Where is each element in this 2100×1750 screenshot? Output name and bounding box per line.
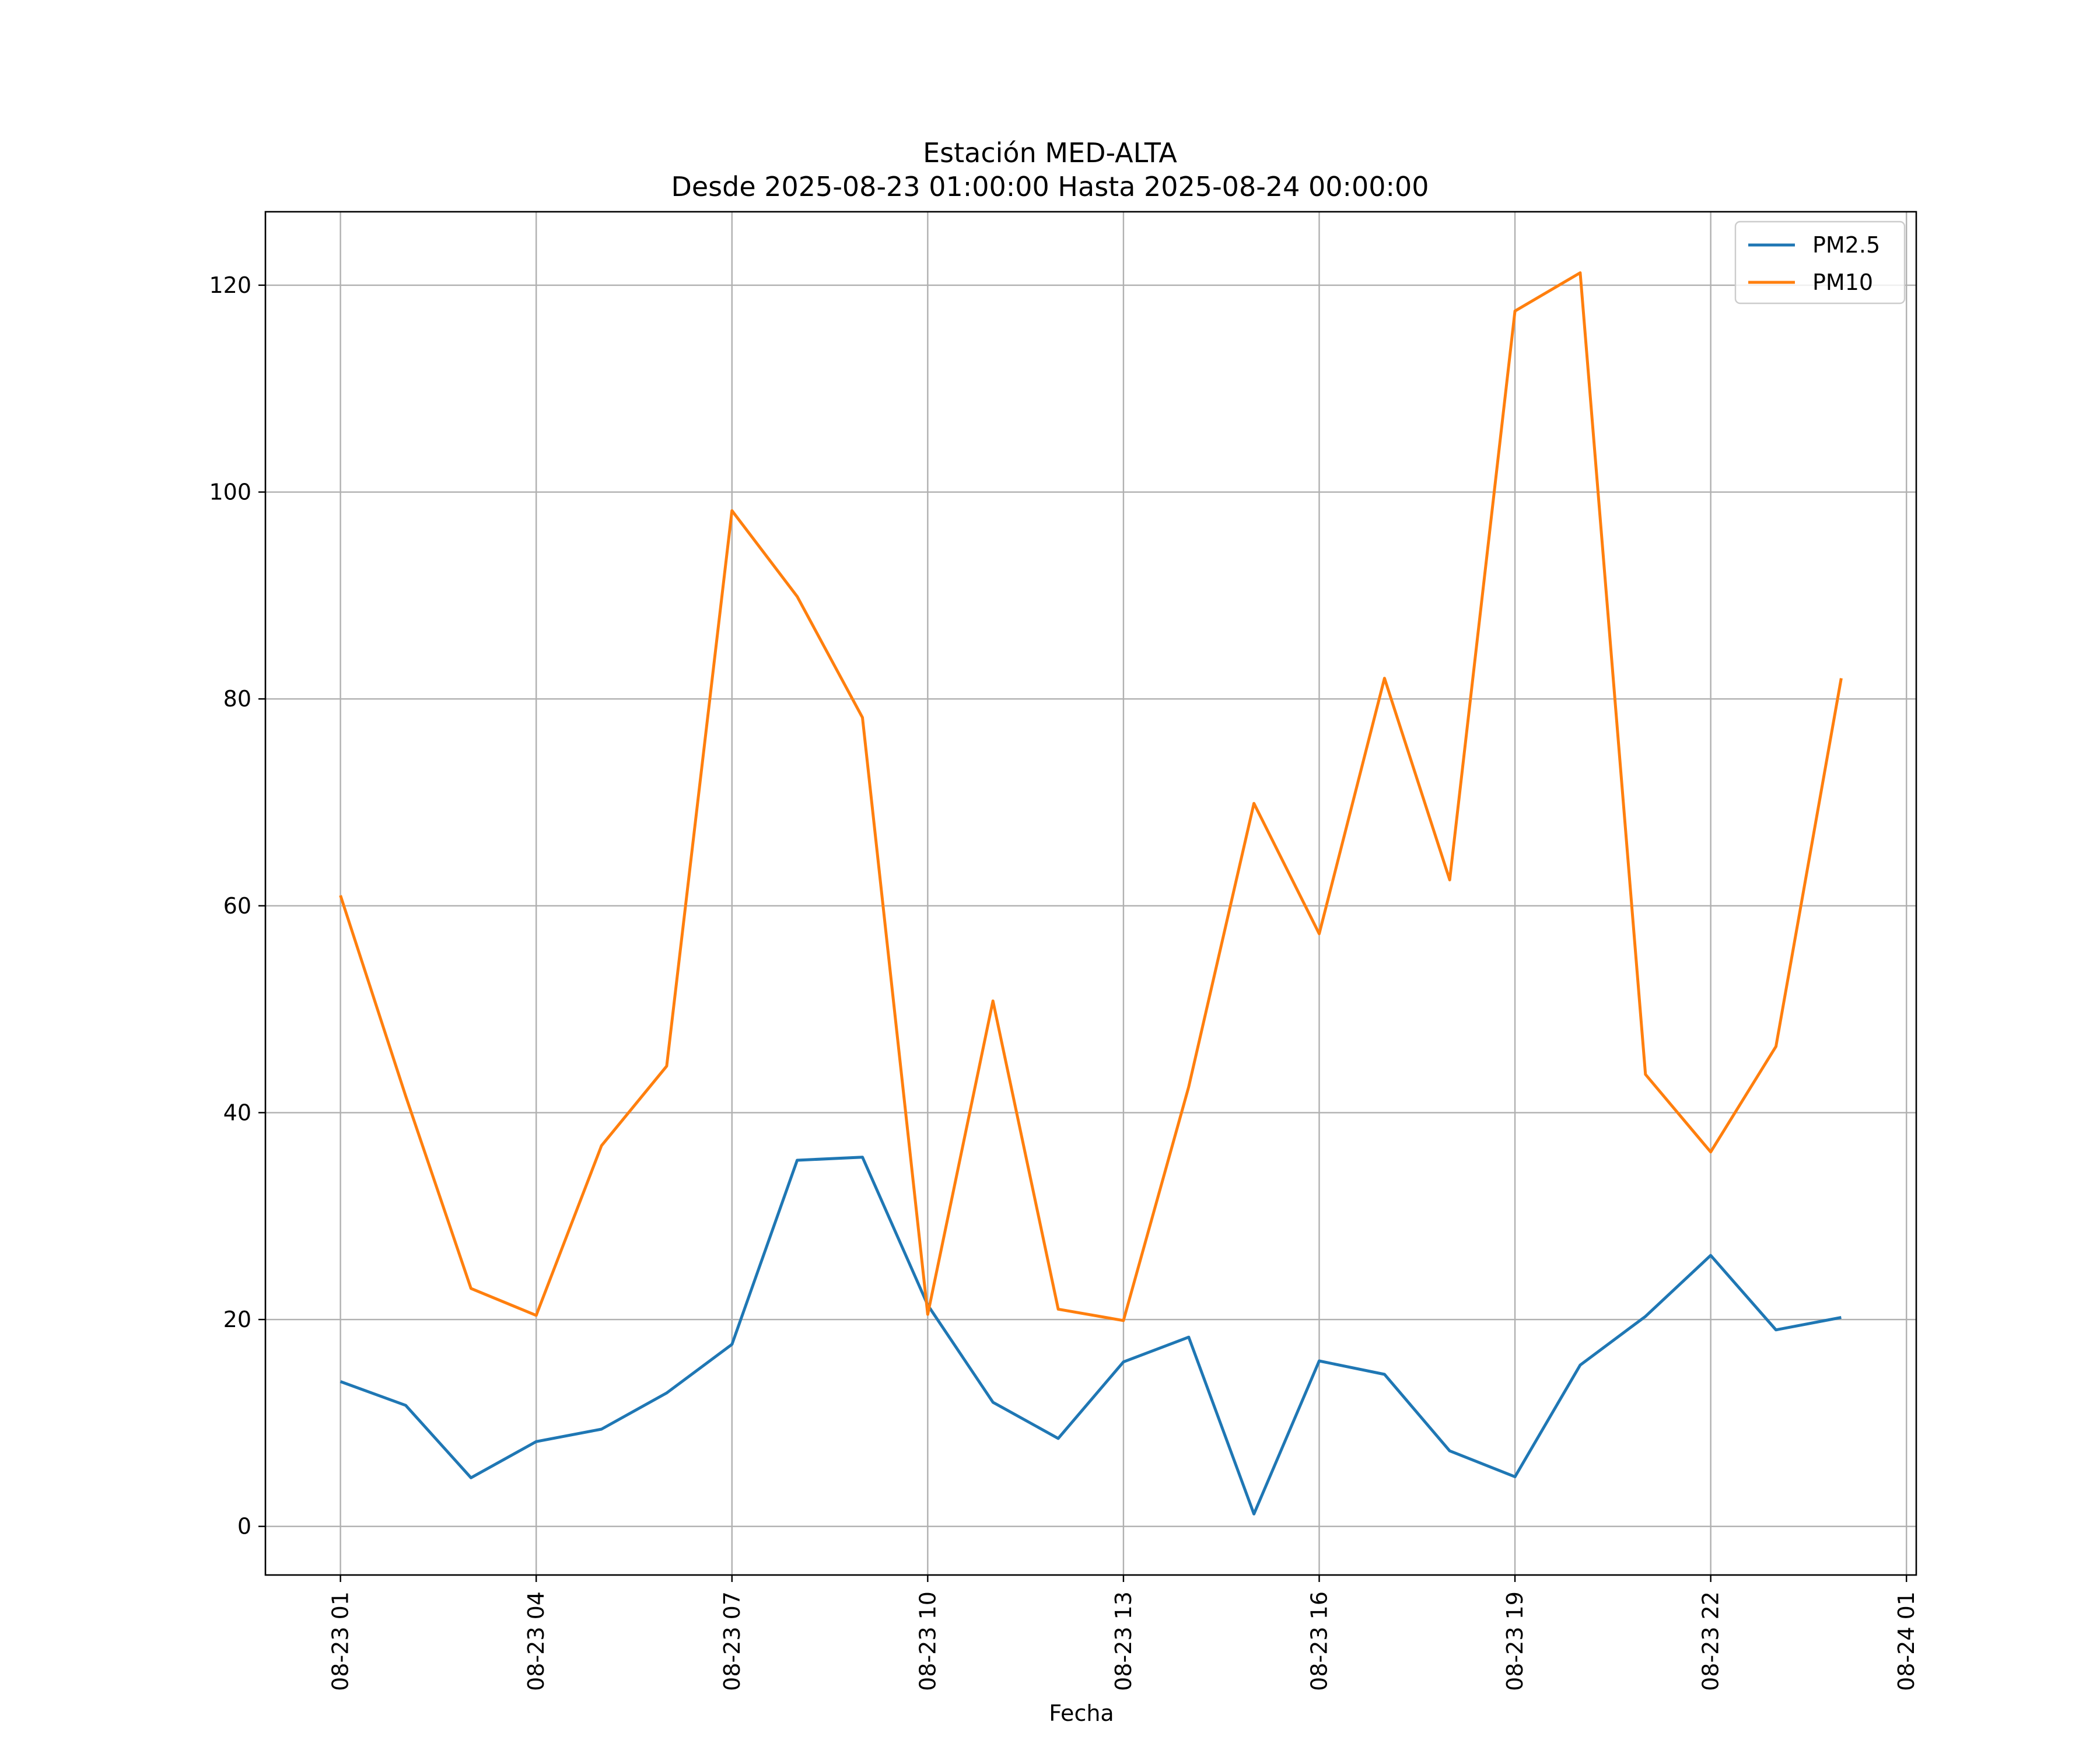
x-tick-label: 08-23 04 (523, 1591, 549, 1691)
series-line-pm2-5 (340, 1156, 1842, 1516)
y-tick-label: 0 (237, 1514, 251, 1539)
grid-layer (265, 212, 1916, 1575)
y-tick-label: 20 (223, 1307, 251, 1332)
plot-frame (264, 211, 1917, 1576)
y-tick-label: 60 (223, 893, 251, 919)
legend-label: PM2.5 (1812, 232, 1880, 258)
legend: PM2.5 PM10 (1734, 220, 1906, 304)
y-tick-label: 120 (209, 272, 251, 298)
chart-title: Estación MED-ALTA (923, 137, 1177, 169)
y-tick-label: 80 (223, 686, 251, 712)
x-tick-label: 08-23 19 (1502, 1591, 1528, 1691)
x-tick-label: 08-23 10 (915, 1591, 940, 1691)
x-tick-label: 08-23 22 (1698, 1591, 1724, 1691)
series-layer (339, 271, 1843, 1516)
x-tick-label: 08-23 13 (1111, 1591, 1136, 1691)
x-axis-label: Fecha (1049, 1700, 1114, 1726)
x-tick-label: 08-24 01 (1894, 1591, 1919, 1691)
legend-label: PM10 (1812, 270, 1873, 295)
x-tick-label: 08-23 16 (1307, 1591, 1332, 1691)
ticks-layer: 0 20 40 60 80 100 120 08-23 01 08-23 04 08-23 07 0… (209, 272, 1919, 1691)
y-tick-label: 40 (223, 1100, 251, 1125)
x-tick-label: 08-23 01 (328, 1591, 354, 1691)
series-line-pm10 (339, 271, 1843, 1322)
chart-subtitle: Desde 2025-08-23 01:00:00 Hasta 2025-08-… (671, 171, 1429, 202)
x-tick-label: 08-23 07 (719, 1591, 745, 1691)
y-tick-label: 100 (209, 480, 251, 505)
